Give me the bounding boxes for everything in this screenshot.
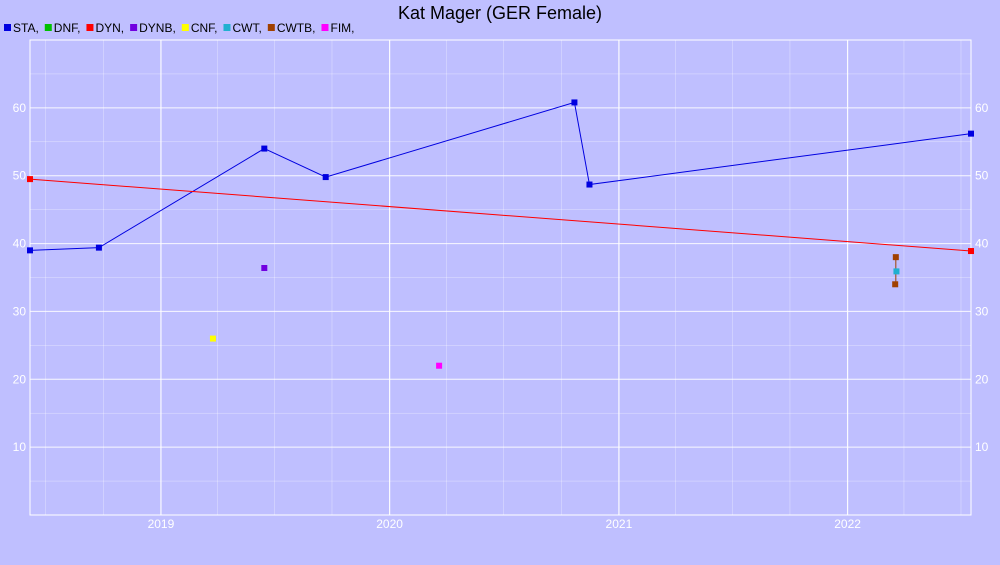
y-tick-label-left: 40 — [13, 237, 27, 251]
x-tick-label: 2020 — [376, 517, 403, 531]
y-axis-left-ticks: 10 20 30 40 50 60 — [13, 101, 27, 454]
y-tick-label-right: 60 — [975, 101, 989, 115]
y-tick-label-right: 20 — [975, 372, 989, 386]
data-point-dynb — [261, 265, 268, 271]
legend-label: DYNB, — [139, 21, 176, 35]
data-point-cwt — [893, 268, 900, 275]
legend-label: DNF, — [54, 21, 81, 35]
legend-label: STA, — [13, 21, 39, 35]
data-point-dyn — [968, 248, 974, 255]
y-tick-label-left: 50 — [13, 169, 27, 183]
series-points — [27, 99, 974, 369]
data-point-sta — [261, 145, 268, 152]
legend-swatch — [130, 24, 138, 31]
y-tick-label-right: 30 — [975, 304, 989, 318]
data-point-sta — [27, 247, 33, 254]
grid — [30, 40, 971, 515]
y-tick-label-left: 30 — [13, 304, 27, 318]
data-point-sta — [95, 244, 102, 251]
legend-swatch — [4, 24, 11, 31]
data-point-fim — [436, 362, 443, 369]
x-tick-label: 2021 — [606, 517, 633, 531]
legend-swatch — [44, 24, 52, 31]
legend-swatch — [223, 24, 231, 31]
y-tick-label-right: 50 — [975, 169, 989, 183]
y-axis-right-ticks: 10 20 30 40 50 60 — [975, 101, 989, 454]
data-point-sta — [968, 130, 974, 137]
x-axis-ticks: 2019 2020 2021 2022 — [148, 517, 862, 531]
y-tick-label-left: 20 — [13, 372, 27, 386]
data-point-cwtb — [892, 254, 899, 261]
data-point-dyn — [27, 176, 33, 183]
x-tick-label: 2022 — [834, 517, 861, 531]
data-point-sta — [571, 99, 578, 106]
legend-label: CNF, — [191, 21, 218, 35]
legend-label: CWT, — [232, 21, 261, 35]
y-tick-label-left: 10 — [13, 440, 27, 454]
legend-swatch — [181, 24, 189, 31]
y-tick-label-right: 10 — [975, 440, 989, 454]
y-tick-label-left: 60 — [13, 101, 27, 115]
data-point-sta — [586, 181, 593, 188]
chart-title: Kat Mager (GER Female) — [398, 3, 602, 23]
y-tick-label-right: 40 — [975, 237, 989, 251]
legend-label: CWTB, — [277, 21, 316, 35]
x-tick-label: 2019 — [148, 517, 175, 531]
legend-swatch — [267, 24, 275, 31]
series-line-dyn — [29, 178, 972, 252]
legend-label: FIM, — [330, 21, 354, 35]
legend-label: DYN, — [95, 21, 124, 35]
legend-swatch — [321, 24, 329, 31]
data-point-cnf — [209, 335, 216, 342]
data-point-sta — [322, 174, 329, 181]
data-point-cwtb — [892, 281, 899, 288]
legend: STA, DNF, DYN, DYNB, CNF, CWT, CWTB, FIM, — [4, 21, 354, 35]
legend-swatch — [86, 24, 94, 31]
